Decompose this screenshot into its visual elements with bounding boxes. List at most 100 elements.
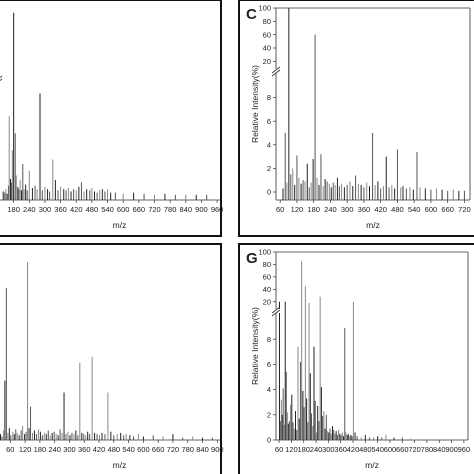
y-tick-label: 0: [267, 436, 271, 445]
x-tick-label: 360: [334, 445, 347, 454]
y-tick-label: 80: [263, 260, 271, 269]
x-axis-label: m/z: [113, 460, 127, 470]
y-tick-label: 8: [267, 335, 271, 344]
x-tick-label: 660: [152, 445, 165, 454]
y-tick-label: 6: [267, 117, 271, 126]
x-tick-label: 840: [196, 445, 209, 454]
panel-frame: [238, 243, 474, 474]
y-tick-label: 60: [263, 272, 271, 281]
x-tick-label: 300: [322, 445, 335, 454]
spectrum-panel-1: 180 240 300 360 420 480 540 600 660 720 780 840 900 9…: [0, 0, 223, 237]
y-tick-label: 80: [263, 17, 271, 26]
spectrum-panel-4: 60 120 180 240 300 360 420 480 540 600 660 720 780 84…: [238, 243, 474, 474]
y-tick-label: 0: [267, 188, 271, 197]
x-tick-label: 600: [384, 445, 397, 454]
x-tick-label: 540: [101, 205, 114, 214]
x-tick-label: 300: [341, 205, 354, 214]
x-axis-label: m/z: [365, 460, 379, 470]
x-tick-label: 300: [39, 205, 52, 214]
x-tick-label: 420: [70, 205, 83, 214]
x-tick-label: 360: [358, 205, 371, 214]
x-tick-label: 840: [433, 445, 446, 454]
panel-frame: [0, 243, 222, 474]
x-tick-label: 180: [34, 445, 47, 454]
x-tick-label: 420: [374, 205, 387, 214]
x-tick-label: 240: [48, 445, 61, 454]
x-tick-label: 660: [133, 205, 146, 214]
spectrum-panel-2: 60 120 180 240 300 360 420 480 540 600 660 72002468…: [238, 0, 474, 237]
x-tick-label: 720: [148, 205, 161, 214]
x-tick-label: 240: [310, 445, 323, 454]
x-tick-label: 360: [78, 445, 91, 454]
panel-frame: [238, 0, 474, 237]
x-tick-label: 240: [324, 205, 337, 214]
y-tick-label: 20: [263, 57, 271, 66]
x-tick-label: 480: [359, 445, 372, 454]
panel-letter: C: [246, 6, 257, 23]
x-tick-label: 900: [445, 445, 458, 454]
x-tick-label: 180: [297, 445, 310, 454]
axis-break-gap: [272, 69, 280, 73]
x-tick-label: 780: [164, 205, 177, 214]
y-tick-label: 60: [263, 30, 271, 39]
x-tick-label: 720: [408, 445, 421, 454]
y-tick-label: 100: [258, 248, 271, 257]
y-tick-label: 4: [267, 140, 271, 149]
x-tick-label: 540: [122, 445, 135, 454]
y-tick-label: 2: [267, 410, 271, 419]
x-tick-label: 540: [371, 445, 384, 454]
panel-frame: [0, 0, 222, 237]
x-tick-label: 180: [307, 205, 320, 214]
x-tick-label: 240: [23, 205, 36, 214]
y-tick-label: 2: [267, 164, 271, 173]
axis-break-mark: [271, 309, 281, 317]
y-tick-label: 4: [267, 385, 271, 394]
y-tick-label: 100: [258, 4, 271, 13]
x-axis-label: m/z: [366, 220, 380, 230]
y-tick-label: 40: [263, 285, 271, 294]
x-tick-label: 60: [6, 445, 14, 454]
x-tick-label: 120: [291, 205, 304, 214]
panel-letter: G: [246, 250, 258, 267]
axis-break-mark: [271, 66, 281, 74]
x-tick-label: 900: [195, 205, 208, 214]
x-tick-label: 840: [180, 205, 193, 214]
x-tick-label: 540: [408, 205, 421, 214]
y-axis-label: Relative Intensity(%): [250, 65, 260, 143]
x-tick-label: 660: [441, 205, 454, 214]
y-axis-label: Relative Intensity(%): [250, 307, 260, 385]
x-tick-label: 120: [19, 445, 32, 454]
x-tick-label: 900: [211, 445, 224, 454]
x-tick-label: 420: [93, 445, 106, 454]
x-tick-label: 960: [458, 445, 471, 454]
y-tick-label: 20: [263, 297, 271, 306]
x-tick-label: 300: [63, 445, 76, 454]
x-tick-label: 480: [108, 445, 121, 454]
axis-break-mark: [0, 75, 3, 78]
axis-break-gap: [272, 309, 280, 313]
axis-break-mark: [0, 78, 3, 81]
x-tick-label: 600: [137, 445, 150, 454]
y-tick-label: 8: [267, 93, 271, 102]
x-tick-label: 780: [181, 445, 194, 454]
x-axis-label: m/z: [113, 220, 127, 230]
spectrum-panel-3: 60 120 180 240 300 360 420 480 540 600 660 720 780 84…: [0, 243, 224, 474]
x-tick-label: 780: [421, 445, 434, 454]
axis-break-mark: [271, 306, 281, 314]
x-tick-label: 180: [7, 205, 20, 214]
x-tick-label: 720: [167, 445, 180, 454]
x-tick-label: 660: [396, 445, 409, 454]
x-tick-label: 600: [117, 205, 130, 214]
x-tick-label: 480: [391, 205, 404, 214]
y-tick-label: 40: [263, 44, 271, 53]
x-tick-label: 600: [425, 205, 438, 214]
x-tick-label: 60: [276, 205, 284, 214]
x-tick-label: 720: [458, 205, 471, 214]
x-tick-label: 480: [86, 205, 99, 214]
axis-break-mark: [271, 69, 281, 77]
x-tick-label: 120: [285, 445, 298, 454]
x-tick-label: 420: [347, 445, 360, 454]
x-tick-label: 360: [54, 205, 67, 214]
y-tick-label: 6: [267, 360, 271, 369]
